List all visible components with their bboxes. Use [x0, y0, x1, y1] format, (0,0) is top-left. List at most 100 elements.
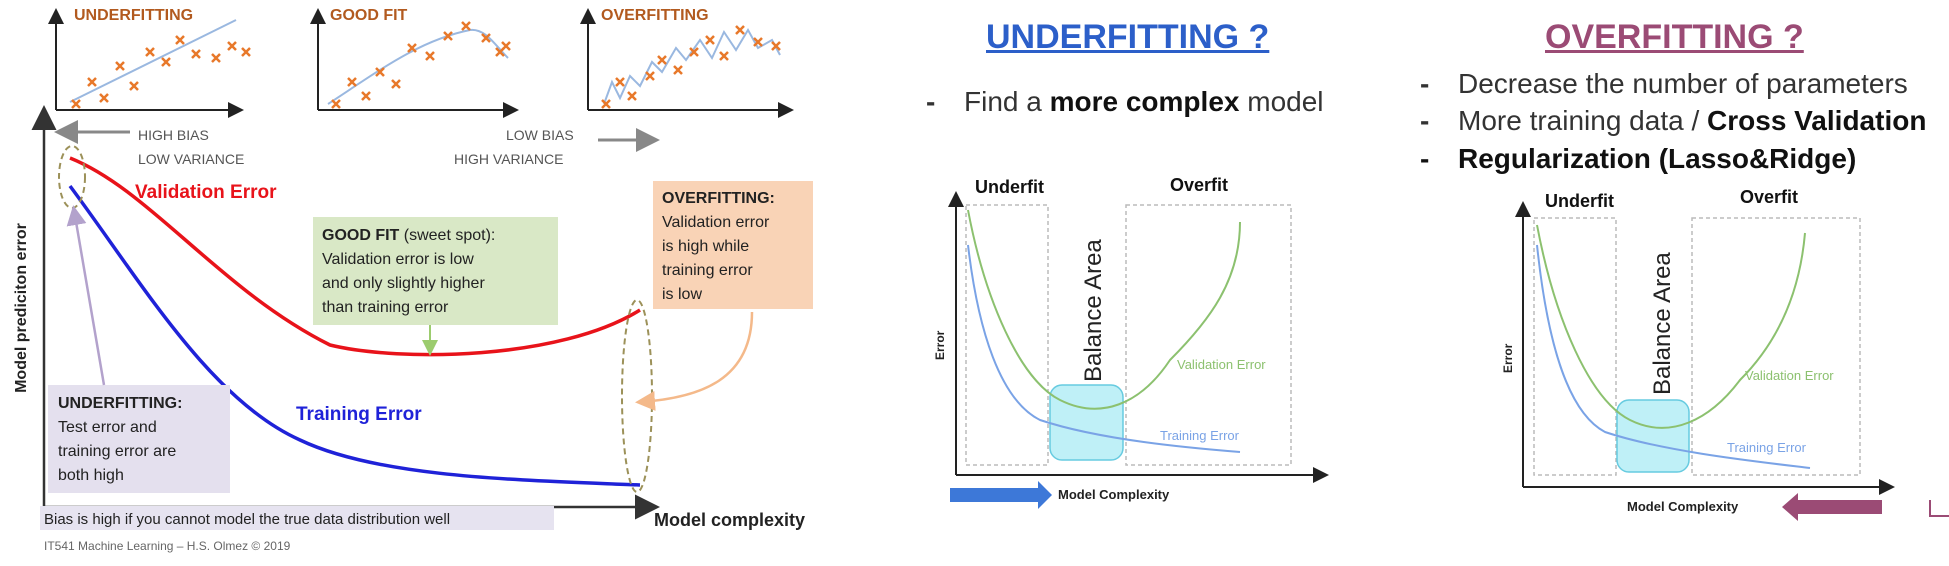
middle-complexity-chart: Underfit Overfit Balance Area Error Vali… [933, 175, 1329, 509]
overfit-pointer-arrow [635, 311, 754, 411]
scatter-marker [481, 33, 491, 43]
right-complexity-chart: Underfit Overfit Balance Area Error Vali… [1501, 187, 1949, 521]
right-complexity-label: Model Complexity [1627, 499, 1739, 514]
right-error-axis-label: Error [1501, 343, 1515, 373]
right-training-label: Training Error [1727, 440, 1807, 455]
underfit-annotation-box: UNDERFITTING: Test error and training er… [48, 385, 230, 493]
right-bullet-3: - Regularization (Lasso&Ridge) [1420, 143, 1856, 175]
mid-underfit-label: Underfit [975, 177, 1044, 197]
scatter-marker [771, 41, 781, 51]
right-bullet-2: - More training data / Cross Validation [1420, 105, 1926, 137]
scatter-marker [191, 49, 201, 59]
high-variance-label: HIGH VARIANCE [454, 151, 563, 167]
scatter-marker [461, 21, 471, 31]
scatter-marker [129, 81, 139, 91]
training-error-curve [68, 184, 641, 487]
middle-bullet: - Find a more complex model [926, 86, 1324, 118]
scatter-marker [615, 77, 625, 87]
right-bullet-2-bold: Cross Validation [1707, 105, 1927, 136]
underfit-line-1: Test error and [58, 419, 157, 436]
scatter-marker [145, 47, 155, 57]
scatter-marker [87, 77, 97, 87]
right-balance-label: Balance Area [1649, 252, 1676, 395]
scatter-marker [601, 99, 611, 109]
goodfit-line-2: and only slightly higher [322, 275, 485, 292]
middle-bullet-suffix: model [1239, 86, 1324, 117]
scatter-marker [627, 91, 637, 101]
scatter-marker [175, 35, 185, 45]
scatter-markers-overfit [601, 25, 781, 109]
mid-overfit-label: Overfit [1170, 175, 1228, 195]
scatter-marker [375, 67, 385, 77]
right-heading: OVERFITTING ? [1545, 18, 1804, 56]
underfit-line-2: training error are [58, 443, 176, 460]
underfit-box-title: UNDERFITTING: [58, 395, 182, 412]
right-edge-fragment [1929, 500, 1949, 517]
x-axis-title: Model complexity [654, 510, 805, 530]
scatter-marker [241, 47, 251, 57]
thumb-underfitting: UNDERFITTING [48, 7, 251, 118]
right-bullet-1-text: Decrease the number of parameters [1458, 68, 1908, 99]
validation-error-curve [69, 156, 641, 357]
middle-bullet-prefix: Find a [964, 86, 1050, 117]
right-overfit-label: Overfit [1740, 187, 1798, 207]
overfit-line-4: is low [662, 286, 702, 303]
underfit-highlight-ellipse [58, 145, 86, 209]
underfit-line-3: both high [58, 467, 124, 484]
goodfit-line-3: than training error [322, 299, 449, 316]
goodfit-line-1: Validation error is low [322, 251, 474, 268]
overfit-line-2: is high while [662, 238, 749, 255]
middle-heading: UNDERFITTING ? [986, 18, 1270, 56]
validation-error-label: Validation Error [135, 182, 277, 203]
low-variance-label: LOW VARIANCE [138, 151, 244, 167]
right-complexity-arrow [1782, 493, 1882, 521]
scatter-marker [115, 61, 125, 71]
scatter-markers-underfit [71, 35, 251, 109]
thumb-title-overfitting: OVERFITTING [601, 7, 709, 24]
training-error-label: Training Error [296, 404, 422, 425]
right-underfit-label: Underfit [1545, 191, 1614, 211]
mid-complexity-arrow [950, 481, 1052, 509]
bullet-dash: - [1420, 68, 1430, 99]
scatter-marker [161, 57, 171, 67]
right-bullet-3-text: Regularization (Lasso&Ridge) [1458, 143, 1857, 174]
overfit-line-3: training error [662, 262, 753, 279]
high-bias-label: HIGH BIAS [138, 127, 209, 143]
scatter-marker [227, 41, 237, 51]
goodfit-annotation-box: GOOD FIT (sweet spot): Validation error … [313, 217, 558, 325]
thumb-overfitting: OVERFITTING [580, 7, 794, 118]
mid-complexity-label: Model Complexity [1058, 487, 1170, 502]
scatter-marker [99, 93, 109, 103]
scatter-marker [501, 41, 511, 51]
scatter-marker [347, 77, 357, 87]
middle-bullet-bold: more complex [1049, 86, 1240, 117]
footer-credit: IT541 Machine Learning – H.S. Olmez © 20… [44, 539, 291, 553]
mid-validation-label: Validation Error [1177, 357, 1266, 372]
bullet-dash: - [926, 86, 936, 117]
mid-error-axis-label: Error [933, 330, 947, 360]
right-validation-label: Validation Error [1745, 368, 1834, 383]
scatter-marker [361, 91, 371, 101]
mid-training-label: Training Error [1160, 428, 1240, 443]
overfit-box-title: OVERFITTING: [662, 190, 775, 207]
overfit-annotation-box: OVERFITTING: Validation error is high wh… [653, 181, 813, 309]
thumb-title-underfitting: UNDERFITTING [74, 7, 193, 24]
scatter-marker [719, 51, 729, 61]
right-bullet-2-prefix: More training data / [1458, 105, 1708, 136]
scatter-marker [753, 37, 763, 47]
goodfit-title: GOOD FIT [322, 227, 400, 244]
scatter-marker [645, 71, 655, 81]
low-bias-label: LOW BIAS [506, 127, 574, 143]
mid-balance-label: Balance Area [1080, 239, 1107, 382]
right-bullet-1: - Decrease the number of parameters [1420, 68, 1908, 100]
scatter-marker [657, 55, 667, 65]
bullet-dash: - [1420, 105, 1430, 136]
scatter-marker [673, 65, 683, 75]
scatter-marker [331, 99, 341, 109]
scatter-marker [689, 47, 699, 57]
scatter-markers-goodfit [331, 21, 511, 109]
thumb-title-good-fit: GOOD FIT [330, 7, 408, 24]
scatter-marker [391, 79, 401, 89]
svg-text:GOOD FIT (sweet spot):: GOOD FIT (sweet spot): [322, 227, 495, 244]
